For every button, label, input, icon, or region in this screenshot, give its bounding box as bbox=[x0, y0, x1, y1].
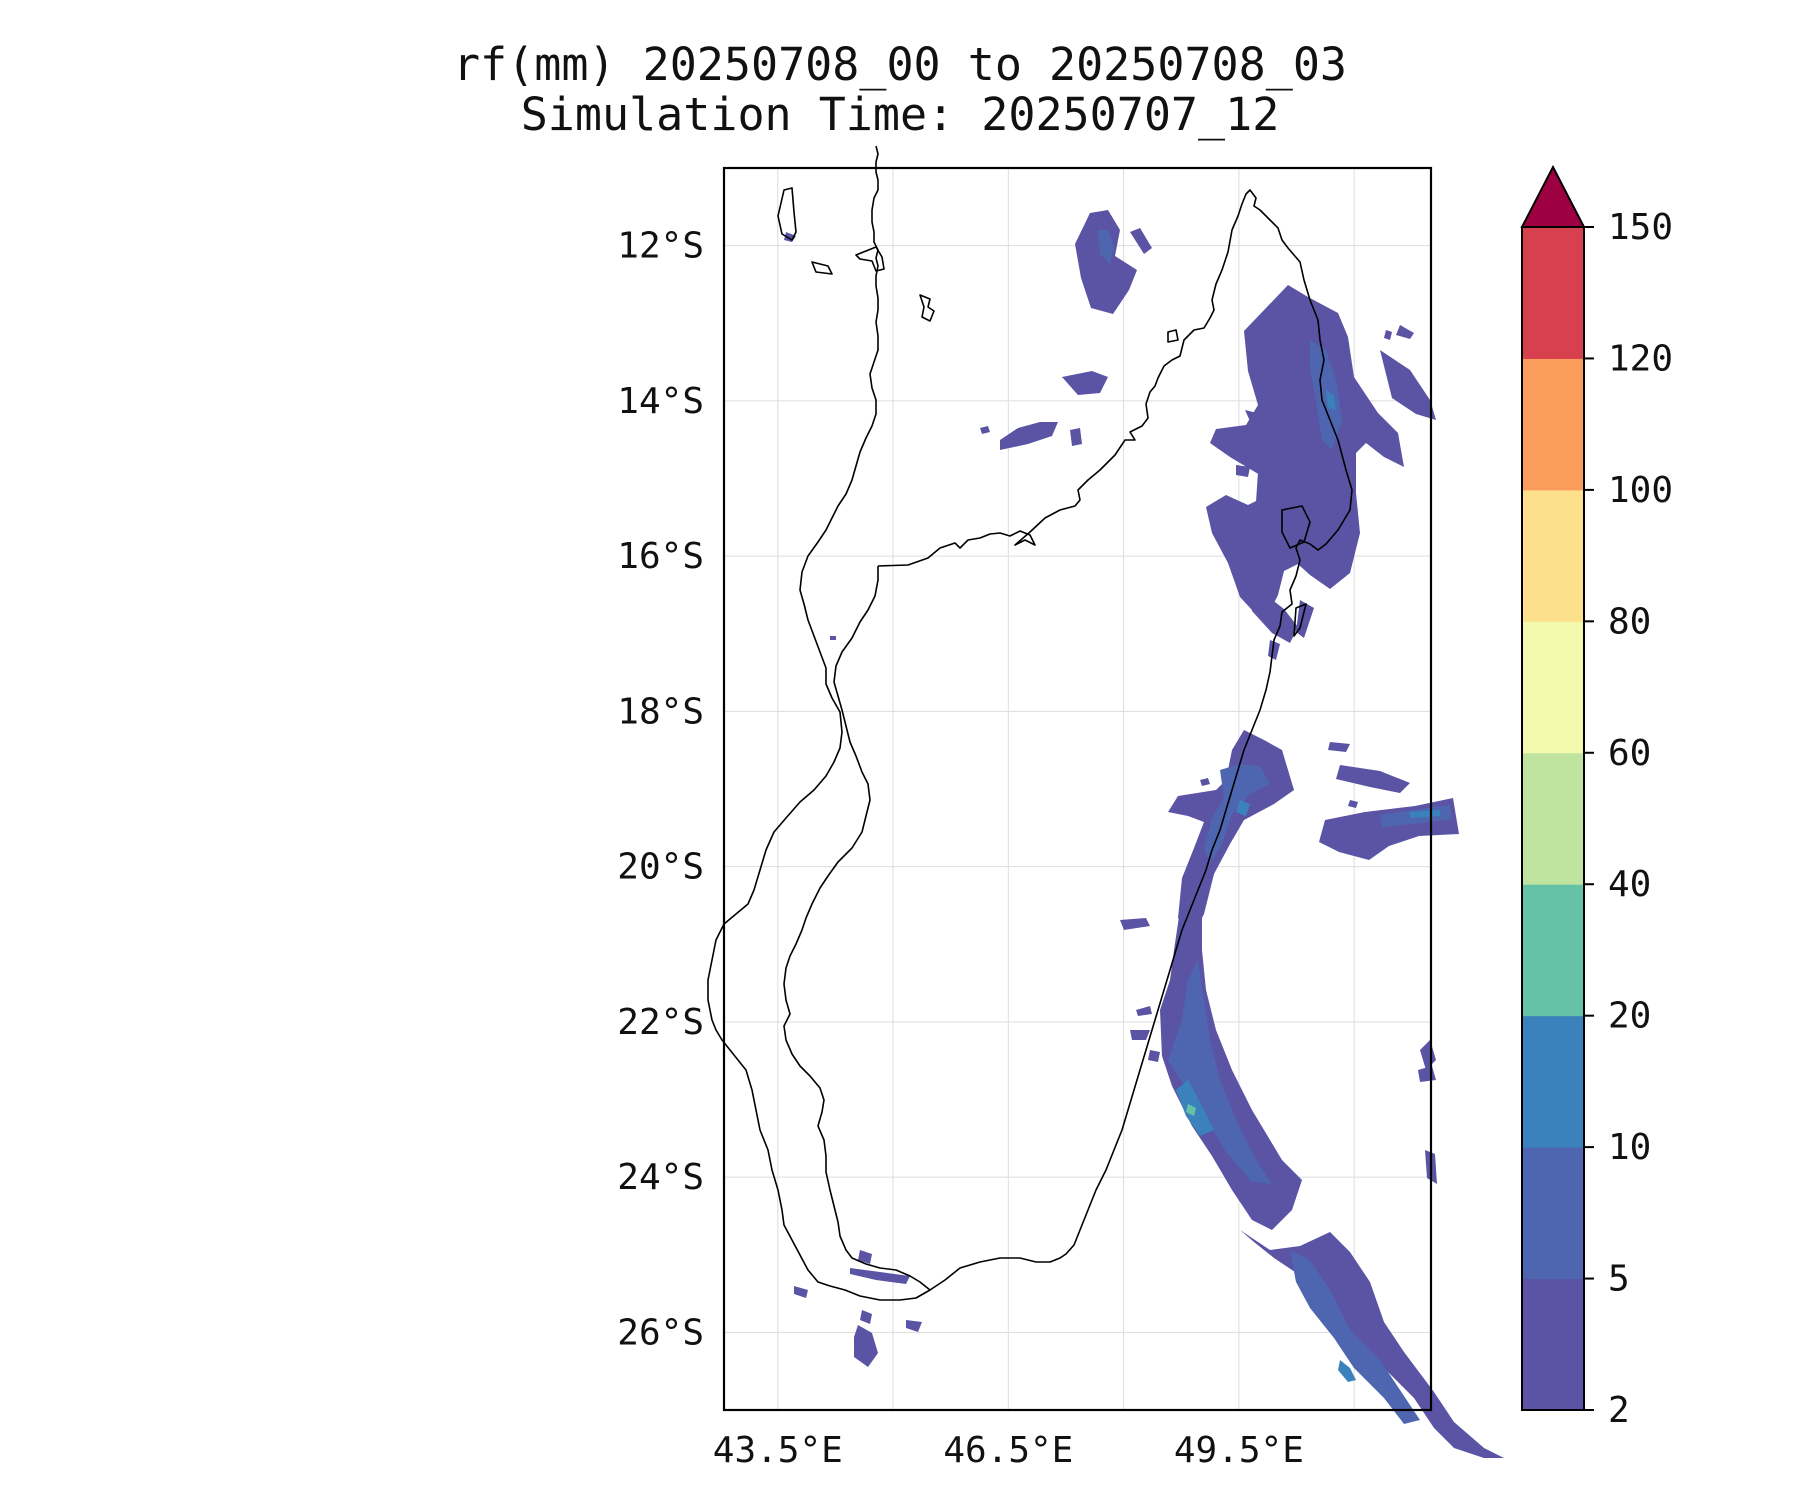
rain-patch bbox=[1245, 410, 1275, 430]
latitude-tick-labels: 12°S 14°S 16°S 18°S 20°S 22°S 24°S 26°S bbox=[617, 226, 704, 1354]
colorbar-segment bbox=[1522, 1278, 1584, 1411]
rain-patch bbox=[1016, 427, 1026, 437]
colorbar-segment bbox=[1522, 489, 1584, 622]
rain-patch bbox=[830, 636, 836, 640]
rain-patch bbox=[1384, 330, 1392, 340]
rain-patch bbox=[1070, 428, 1082, 446]
colorbar-tick-label: 120 bbox=[1608, 338, 1673, 379]
colorbar-tick-label: 5 bbox=[1608, 1259, 1630, 1300]
rain-patch bbox=[1120, 918, 1150, 930]
island-outline bbox=[777, 187, 797, 241]
island-outline bbox=[919, 294, 935, 322]
rain-patch bbox=[1148, 1050, 1160, 1062]
colorbar-tick-label: 80 bbox=[1608, 601, 1651, 642]
colorbar-outline bbox=[1521, 226, 1585, 1411]
rain-patch bbox=[1418, 1066, 1436, 1082]
coastline bbox=[707, 145, 1353, 1301]
colorbar-segment bbox=[1522, 227, 1584, 359]
colorbar-extend-arrow bbox=[1520, 164, 1586, 228]
colorbar-segment bbox=[1522, 1015, 1584, 1148]
colorbar-tick-label: 40 bbox=[1608, 864, 1651, 905]
colorbar-tick-labels: 2 5 10 20 40 60 80 100 120 150 bbox=[1584, 207, 1673, 1431]
rain-patch bbox=[1130, 228, 1152, 254]
rain-patch bbox=[1420, 1040, 1436, 1070]
rain-patch bbox=[1338, 1360, 1356, 1382]
rainfall-contours bbox=[784, 210, 1504, 1458]
rain-patch bbox=[850, 1268, 910, 1284]
rain-patch bbox=[1206, 285, 1404, 623]
rain-patch bbox=[1168, 960, 1272, 1184]
lat-tick-label: 14°S bbox=[617, 381, 704, 422]
rain-patch bbox=[1250, 585, 1298, 643]
colorbar-tick-label: 60 bbox=[1608, 733, 1651, 774]
rain-patch bbox=[854, 1325, 878, 1367]
rain-patch bbox=[860, 1310, 872, 1324]
colorbar-segment bbox=[1522, 752, 1584, 885]
colorbar-tick-label: 2 bbox=[1608, 1390, 1630, 1431]
lat-tick-label: 22°S bbox=[617, 1002, 704, 1043]
rain-patch bbox=[906, 1320, 922, 1332]
colorbar-tick-label: 20 bbox=[1608, 996, 1651, 1037]
colorbar-tick-label: 10 bbox=[1608, 1127, 1651, 1168]
rain-patch bbox=[1236, 465, 1250, 477]
madagascar-west-coast bbox=[783, 566, 931, 1291]
island-outline bbox=[1293, 603, 1307, 637]
rain-patch bbox=[1075, 210, 1137, 314]
lat-tick-label: 18°S bbox=[617, 691, 704, 732]
rain-patch bbox=[1348, 800, 1358, 808]
rain-patch bbox=[794, 1286, 808, 1298]
longitude-tick-labels: 43.5°E 46.5°E 49.5°E bbox=[713, 1430, 1304, 1471]
lon-tick-label: 49.5°E bbox=[1174, 1430, 1304, 1471]
colorbar-tick-label: 100 bbox=[1608, 470, 1673, 511]
lat-tick-label: 20°S bbox=[617, 847, 704, 888]
island-outline bbox=[855, 246, 885, 272]
rain-patch bbox=[1186, 1104, 1196, 1116]
madagascar-coastline bbox=[707, 145, 1353, 1301]
colorbar bbox=[1520, 164, 1586, 1411]
rain-patch bbox=[980, 426, 990, 434]
rain-patch bbox=[1130, 1030, 1150, 1040]
lon-tick-label: 43.5°E bbox=[713, 1430, 843, 1471]
rain-patch bbox=[1062, 371, 1108, 395]
rain-patch bbox=[1000, 422, 1058, 450]
rain-patch bbox=[1380, 350, 1436, 420]
colorbar-segment bbox=[1522, 358, 1584, 491]
rain-patch bbox=[1336, 765, 1410, 793]
rain-patch bbox=[1136, 1006, 1152, 1016]
rain-patch bbox=[1236, 800, 1250, 816]
rain-patch bbox=[1098, 230, 1114, 264]
island-outline bbox=[1281, 505, 1311, 549]
island-outline bbox=[1167, 329, 1179, 343]
lat-tick-label: 12°S bbox=[617, 226, 704, 267]
lon-tick-label: 46.5°E bbox=[943, 1430, 1073, 1471]
rain-patch bbox=[1310, 340, 1342, 450]
colorbar-segment bbox=[1522, 621, 1584, 754]
map-title-line2: Simulation Time: 20250707_12 bbox=[520, 88, 1280, 141]
rain-patch bbox=[1200, 778, 1210, 786]
rain-patch bbox=[1328, 742, 1350, 752]
rain-patch bbox=[1410, 810, 1440, 818]
rain-patch bbox=[1396, 325, 1414, 339]
lat-tick-label: 26°S bbox=[617, 1312, 704, 1353]
colorbar-tick-label: 150 bbox=[1608, 207, 1673, 248]
lat-tick-label: 16°S bbox=[617, 536, 704, 577]
colorbar-segment bbox=[1522, 884, 1584, 1017]
island-outline bbox=[811, 261, 833, 275]
rain-patch bbox=[1204, 764, 1270, 864]
rain-patch bbox=[1326, 390, 1336, 410]
map-title-line1: rf(mm) 20250708_00 to 20250708_03 bbox=[452, 38, 1348, 91]
rain-patch bbox=[1268, 640, 1280, 660]
map-frame bbox=[722, 166, 1433, 1412]
lat-tick-label: 24°S bbox=[617, 1157, 704, 1198]
rain-patch bbox=[1290, 1250, 1420, 1424]
colorbar-segment bbox=[1522, 1147, 1584, 1280]
rain-patch bbox=[1240, 1230, 1504, 1458]
rain-patch bbox=[858, 1250, 872, 1264]
